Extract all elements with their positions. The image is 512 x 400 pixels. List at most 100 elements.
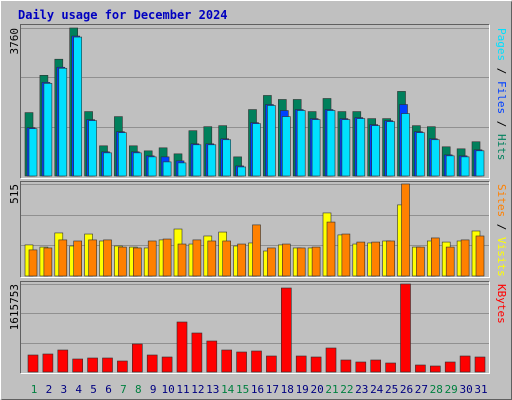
legend-entry: Hits bbox=[495, 134, 508, 161]
bar bbox=[28, 249, 38, 277]
bar bbox=[416, 246, 425, 277]
bar bbox=[88, 120, 97, 177]
x-tick-label: 3 bbox=[60, 383, 67, 396]
bar bbox=[460, 156, 470, 177]
x-tick-label: 6 bbox=[105, 383, 112, 396]
bar bbox=[445, 246, 455, 277]
bar bbox=[252, 224, 261, 277]
bar bbox=[415, 364, 426, 373]
bar bbox=[416, 132, 425, 177]
bar bbox=[221, 349, 232, 373]
x-tick-label: 10 bbox=[161, 383, 174, 396]
bar bbox=[28, 128, 38, 177]
bar bbox=[311, 119, 321, 177]
x-tick-label: 18 bbox=[281, 383, 294, 396]
bar bbox=[118, 246, 127, 277]
x-tick-label: 5 bbox=[90, 383, 97, 396]
plot-bevel-light bbox=[20, 281, 490, 374]
bar bbox=[206, 340, 218, 373]
x-tick-label: 30 bbox=[459, 383, 472, 396]
y-tick-label: 3760 bbox=[8, 28, 21, 55]
bar bbox=[43, 247, 53, 277]
bar bbox=[207, 144, 217, 177]
legend-separator: / bbox=[495, 217, 508, 237]
x-tick-label: 7 bbox=[120, 383, 127, 396]
x-tick-label: 21 bbox=[325, 383, 338, 396]
plot-bevel-dark bbox=[20, 281, 490, 374]
x-tick-label: 20 bbox=[310, 383, 323, 396]
bar bbox=[132, 343, 143, 373]
x-tick-label: 15 bbox=[236, 383, 249, 396]
x-tick-label: 16 bbox=[251, 383, 264, 396]
x-tick-label: 26 bbox=[400, 383, 413, 396]
legend-entry: Sites bbox=[495, 184, 508, 217]
bar bbox=[401, 183, 410, 277]
bar bbox=[103, 239, 112, 277]
bar bbox=[162, 161, 172, 177]
bar bbox=[340, 359, 352, 373]
legend-entry: KBytes bbox=[495, 284, 508, 324]
bar bbox=[430, 139, 440, 177]
chart-title: Daily usage for December 2024 bbox=[18, 8, 228, 22]
bar bbox=[356, 241, 366, 277]
x-tick-label: 14 bbox=[221, 383, 235, 396]
bar bbox=[42, 353, 54, 373]
bar bbox=[385, 362, 396, 373]
bar bbox=[43, 83, 53, 177]
x-tick-label: 9 bbox=[150, 383, 157, 396]
bar bbox=[191, 332, 203, 373]
bar bbox=[177, 243, 187, 277]
bar bbox=[311, 246, 321, 277]
plot-bevel-light bbox=[20, 24, 490, 179]
bar bbox=[445, 155, 455, 177]
bar bbox=[207, 240, 217, 277]
bar bbox=[103, 152, 112, 177]
legend: KBytes bbox=[495, 284, 508, 324]
bar bbox=[475, 235, 485, 277]
bar bbox=[281, 116, 291, 177]
plot-bevel-light bbox=[20, 181, 490, 278]
legend-entry: Pages bbox=[495, 28, 508, 61]
bar bbox=[444, 361, 456, 373]
bar bbox=[147, 156, 157, 177]
bar bbox=[27, 354, 39, 373]
bar bbox=[296, 110, 306, 177]
bar bbox=[117, 360, 128, 373]
bar bbox=[222, 139, 231, 177]
x-tick-label: 29 bbox=[445, 383, 458, 396]
x-tick-label: 11 bbox=[176, 383, 189, 396]
bar bbox=[281, 243, 291, 277]
bar bbox=[430, 237, 440, 277]
bar bbox=[133, 152, 142, 177]
bar bbox=[386, 121, 395, 177]
bar bbox=[237, 166, 246, 177]
bar bbox=[118, 132, 127, 177]
bar bbox=[73, 36, 82, 177]
y-tick-label: 1615753 bbox=[8, 284, 21, 330]
bar bbox=[222, 240, 231, 277]
plot-bevel-dark bbox=[20, 181, 490, 278]
x-tick-label: 12 bbox=[191, 383, 204, 396]
bar bbox=[310, 356, 322, 373]
bar bbox=[266, 355, 277, 373]
bar bbox=[133, 247, 142, 277]
legend-entry: Visits bbox=[495, 237, 508, 277]
bar bbox=[386, 240, 395, 277]
bar bbox=[326, 221, 336, 277]
bar bbox=[267, 105, 276, 177]
bar bbox=[88, 239, 97, 277]
bar bbox=[371, 241, 381, 277]
x-tick-label: 23 bbox=[355, 383, 368, 396]
bar bbox=[355, 361, 367, 373]
bar bbox=[295, 355, 307, 373]
x-tick-label: 17 bbox=[266, 383, 279, 396]
bar bbox=[57, 349, 69, 373]
legend-separator: / bbox=[495, 114, 508, 134]
bar bbox=[341, 233, 351, 277]
x-tick-label: 2 bbox=[46, 383, 53, 396]
bar bbox=[147, 240, 157, 277]
bar bbox=[356, 118, 366, 177]
bar bbox=[326, 110, 336, 177]
x-tick-label: 1 bbox=[31, 383, 38, 396]
